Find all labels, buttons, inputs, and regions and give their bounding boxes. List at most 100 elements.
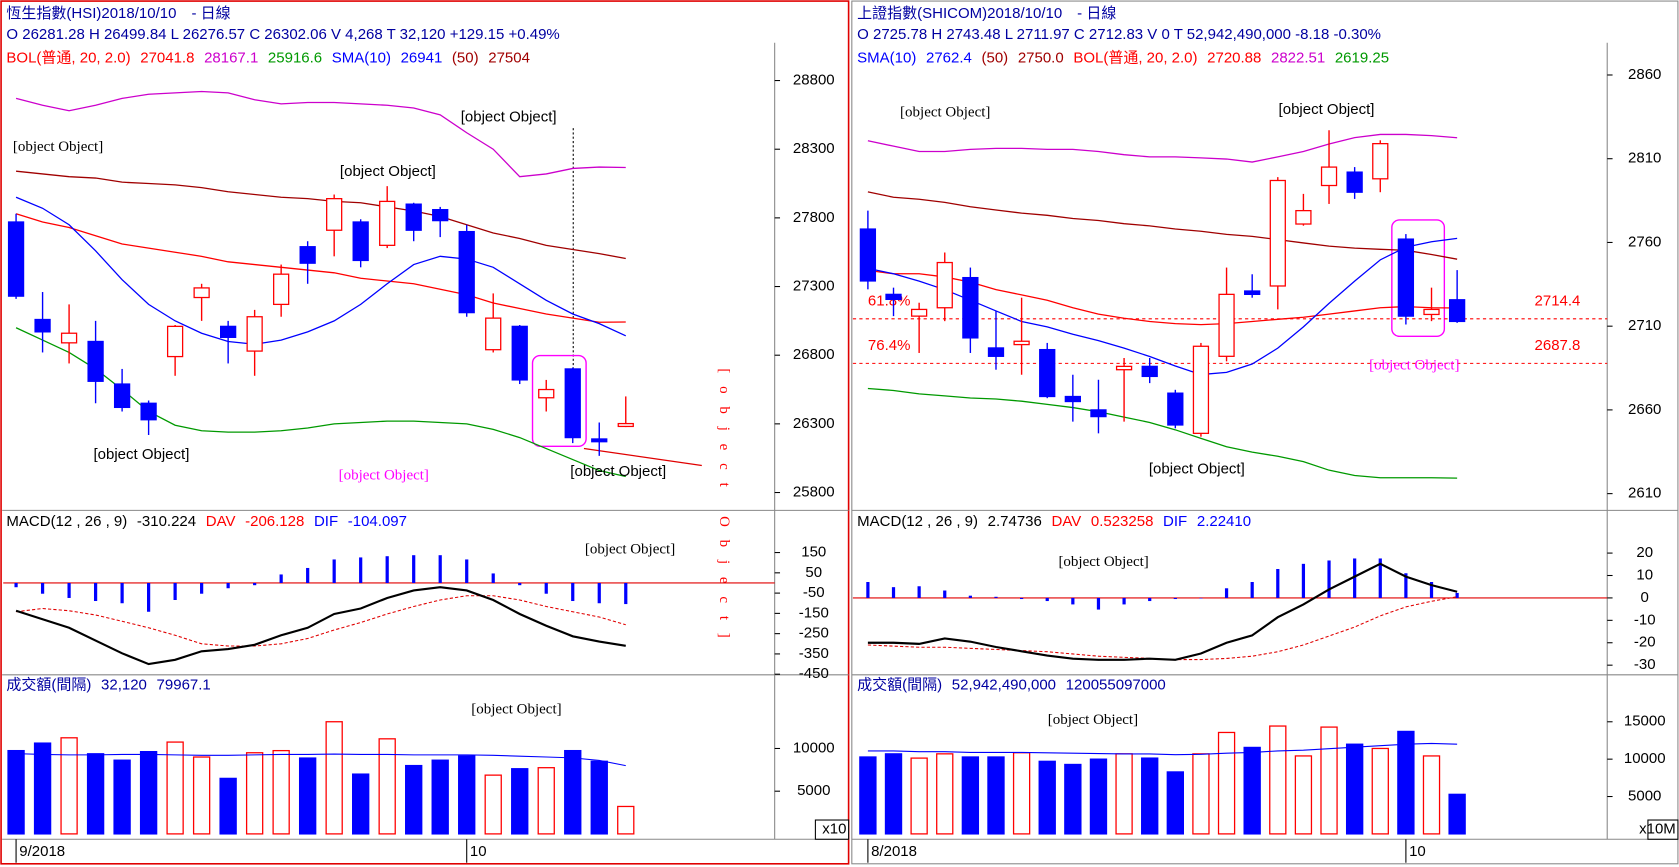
- macd-bar: [306, 567, 310, 583]
- header-row: SMA(10) 2762.4 (50) 2750.0 BOL(普通, 20, 2.0) 2…: [857, 50, 1389, 67]
- macd-bar: [226, 582, 230, 589]
- y-tick-label: -30: [1634, 656, 1656, 673]
- macd-bar: [359, 557, 363, 583]
- macd-bar: [943, 590, 947, 598]
- volume-bar: [245, 752, 264, 835]
- macd-bar: [518, 582, 522, 586]
- y-tick-label: 0: [1641, 589, 1649, 606]
- y-tick-label: -50: [803, 584, 825, 601]
- volume-bar: [60, 737, 78, 835]
- macd-bar: [120, 582, 124, 604]
- x-tick-label: 9/2018: [19, 843, 65, 860]
- y-tick-label: 150: [801, 544, 826, 561]
- highlight-box: [531, 354, 587, 448]
- annotation: [object Object]: [340, 163, 436, 180]
- volume-bar: [1243, 746, 1261, 835]
- candle-body: [617, 422, 634, 428]
- volume-bar: [936, 753, 954, 835]
- macd-line: [867, 562, 1458, 661]
- volume-bar: [1345, 743, 1364, 835]
- macd-bar: [40, 582, 45, 594]
- selected-frame[interactable]: [0, 0, 850, 865]
- candle-body: [219, 325, 237, 338]
- volume-bar: [33, 742, 52, 835]
- macd-bar: [1455, 592, 1459, 598]
- trend-line: [583, 447, 702, 467]
- volume-bar: [537, 767, 555, 835]
- dav-line: [16, 595, 626, 647]
- frame[interactable]: [851, 0, 1679, 865]
- macd-bar: [994, 596, 998, 598]
- macd-bar: [1301, 563, 1306, 598]
- y-tick-label: -150: [799, 604, 829, 621]
- header-part: -104.097: [348, 513, 407, 530]
- indicator-line: [15, 196, 627, 345]
- y-tick-label: 2660: [1628, 401, 1661, 418]
- macd-bar: [1122, 597, 1126, 605]
- volume-bar: [884, 753, 903, 835]
- y-tick-label: -250: [799, 625, 829, 642]
- macd-bar: [891, 587, 896, 598]
- unit-box: [1647, 819, 1679, 840]
- candle-body: [1039, 348, 1056, 398]
- candle-body: [1269, 179, 1286, 287]
- candle-body: [140, 402, 157, 421]
- candle-body: [352, 221, 369, 262]
- y-tick-label: 26800: [793, 346, 835, 363]
- header-row: BOL(普通, 20, 2.0) 27041.8 28167.1 25916.6 SMA…: [6, 50, 530, 67]
- highlight-box: [1391, 219, 1446, 338]
- volume-bar: [325, 721, 343, 835]
- candle-body: [458, 230, 475, 314]
- candle-body: [1115, 365, 1133, 371]
- annotation: [object Object]: [461, 108, 557, 125]
- volume-bar: [7, 749, 25, 835]
- macd-bar: [1148, 597, 1152, 602]
- header-part: 2720.88: [1207, 50, 1261, 67]
- x-tick-label: 10: [470, 843, 487, 860]
- volume-bar: [378, 738, 396, 835]
- level-value: 2714.4: [1535, 293, 1581, 310]
- volume-bar: [484, 774, 502, 835]
- annotation: [object Object]: [1048, 712, 1138, 728]
- header-part: 79967.1: [157, 676, 211, 693]
- x-tick-label: 8/2018: [871, 843, 917, 860]
- volume-bar: [86, 753, 105, 835]
- macd-bar: [147, 582, 151, 612]
- candle-body: [246, 316, 263, 352]
- chart-title: 恆生指數(HSI)2018/10/10 - 日線: [6, 5, 230, 22]
- candle-body: [511, 325, 528, 381]
- y-tick-label: -20: [1634, 634, 1656, 651]
- y-tick-label: 27800: [793, 209, 835, 226]
- title: 上證指數(SHICOM)2018/10/10: [857, 5, 1062, 22]
- header-part: 52,942,490,000: [952, 676, 1056, 693]
- header-part: -310.224: [137, 513, 196, 530]
- volume-bar: [910, 757, 928, 835]
- macd-bar: [93, 582, 98, 602]
- y-tick-label: 10: [1636, 566, 1653, 583]
- volume-bar: [139, 751, 158, 835]
- candle-body: [564, 368, 581, 439]
- volume-bar: [458, 755, 476, 835]
- header-row: MACD(12 , 26 , 9) -310.224 DAV -206.128 DIF -…: [6, 513, 407, 530]
- candle-body: [1218, 293, 1235, 357]
- header-part: 成交額(間隔): [6, 675, 91, 693]
- macd-bar: [1250, 581, 1254, 598]
- candle-body: [113, 383, 131, 409]
- candle-body: [1397, 238, 1415, 317]
- macd-bar: [624, 582, 628, 605]
- header-part: 成交額(間隔): [857, 675, 942, 693]
- header-part: 2822.51: [1271, 50, 1325, 67]
- candle-body: [485, 317, 502, 351]
- indicator-line: [867, 133, 1458, 163]
- header-part: SMA(10): [332, 50, 391, 67]
- candle-body: [910, 308, 928, 317]
- volume-bar: [511, 768, 529, 835]
- macd-bar: [253, 582, 257, 586]
- macd-bar: [173, 582, 177, 600]
- macd-bar: [1224, 588, 1229, 598]
- annotation: [object Object]: [471, 701, 561, 717]
- volume-bar: [1397, 730, 1415, 835]
- macd-bar: [1071, 597, 1075, 605]
- header-part: 2619.25: [1335, 50, 1389, 67]
